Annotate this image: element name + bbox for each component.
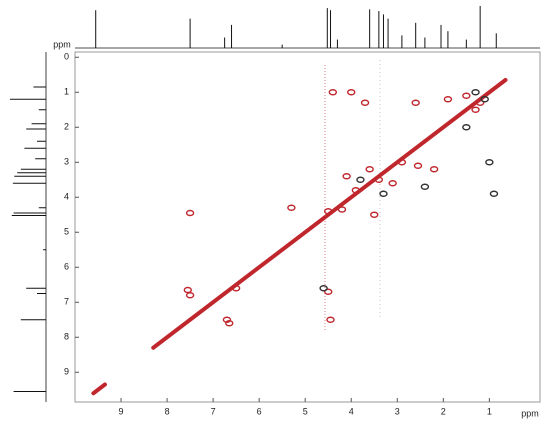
cross-peak — [324, 208, 333, 215]
cross-peak — [347, 89, 356, 96]
cross-peak — [471, 89, 480, 96]
x-tick-label: 6 — [257, 406, 262, 416]
cross-peak — [324, 288, 333, 295]
cross-peak — [429, 166, 439, 173]
cross-peak — [225, 320, 234, 327]
x-tick-label: 1 — [487, 406, 492, 416]
cross-peak — [342, 173, 351, 180]
cross-peak — [370, 211, 379, 218]
cross-peak — [185, 292, 195, 299]
cross-peak — [489, 190, 499, 197]
y-tick-label: 9 — [64, 367, 69, 377]
cross-peak — [420, 183, 430, 190]
cross-peak — [185, 209, 195, 217]
cross-peak — [388, 180, 397, 187]
y-axis-label: ppm — [53, 39, 71, 49]
x-tick-label: 5 — [303, 406, 308, 416]
x-tick-label: 4 — [349, 406, 354, 416]
y-tick-label: 0 — [64, 52, 69, 62]
cross-peak — [360, 99, 370, 106]
cross-peak — [411, 99, 420, 106]
x-tick-label: 3 — [395, 406, 400, 416]
cross-peak — [475, 99, 485, 106]
cross-peak — [471, 106, 480, 113]
cross-peak — [328, 89, 338, 96]
y-tick-label: 4 — [64, 192, 69, 202]
x-tick-label: 8 — [165, 406, 170, 416]
cross-peak — [462, 92, 471, 99]
cross-peak — [231, 285, 241, 292]
y-tick-label: 2 — [64, 122, 69, 132]
y-tick-label: 5 — [64, 227, 69, 237]
cross-peak — [397, 159, 407, 166]
cross-peak — [480, 96, 489, 103]
cross-peak — [287, 204, 296, 211]
cross-peak — [337, 206, 347, 213]
y-tick-label: 8 — [64, 332, 69, 342]
cross-peak — [413, 162, 423, 169]
cross-peak — [326, 316, 335, 323]
cross-peak — [356, 176, 365, 183]
cross-peak — [485, 159, 494, 166]
y-tick-label: 3 — [64, 157, 69, 167]
y-tick-label: 7 — [64, 297, 69, 307]
cross-peak — [365, 166, 374, 173]
cross-peak — [351, 187, 361, 194]
x-axis-label: ppm — [521, 408, 539, 418]
y-tick-label: 6 — [64, 262, 69, 272]
y-tick-label: 1 — [64, 87, 69, 97]
x-tick-label: 7 — [211, 406, 216, 416]
cross-peak — [462, 124, 471, 131]
cross-peak — [222, 316, 232, 323]
x-tick-label: 9 — [119, 406, 124, 416]
diagonal — [91, 382, 107, 396]
cross-peak — [443, 96, 453, 103]
cross-peak — [319, 285, 328, 292]
cross-peak — [374, 176, 384, 183]
x-tick-label: 2 — [441, 406, 446, 416]
cross-peak — [379, 190, 388, 197]
